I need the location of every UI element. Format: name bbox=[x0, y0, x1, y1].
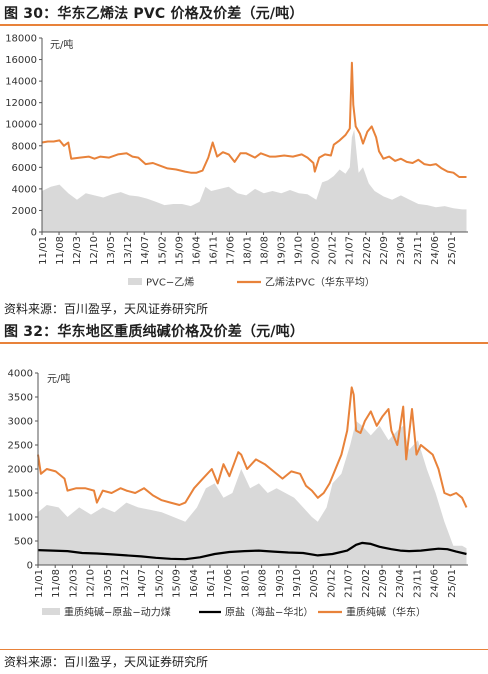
y-tick-label: 6000 bbox=[12, 163, 37, 174]
series-area-0 bbox=[38, 421, 467, 565]
y-tick-label: 4000 bbox=[12, 184, 37, 195]
y-tick-label: 4000 bbox=[8, 369, 33, 380]
x-tick-label: 13/12 bbox=[123, 236, 134, 265]
x-tick-label: 23/04 bbox=[395, 569, 406, 598]
series-line-1 bbox=[41, 61, 467, 178]
x-tick-label: 15/02 bbox=[154, 569, 165, 598]
x-tick-label: 23/04 bbox=[396, 236, 407, 265]
x-tick-label: 16/04 bbox=[189, 569, 200, 598]
x-tick-label: 18/01 bbox=[240, 569, 251, 598]
y-tick-label: 8000 bbox=[12, 141, 37, 152]
unit-label: 元/吨 bbox=[47, 372, 70, 385]
y-tick-label: 3000 bbox=[8, 417, 33, 428]
x-tick-label: 22/02 bbox=[361, 569, 372, 598]
x-tick-label: 19/03 bbox=[277, 236, 288, 265]
figure-1-title: 图 30：华东乙烯法 PVC 价格及价差（元/吨） bbox=[4, 6, 304, 22]
x-tick-label: 14/07 bbox=[137, 569, 148, 598]
legend-label: 乙烯法PVC（华东平均） bbox=[265, 276, 375, 289]
x-tick-label: 23/11 bbox=[412, 569, 423, 598]
x-tick-label: 12/10 bbox=[89, 236, 100, 265]
x-tick-label: 12/10 bbox=[86, 569, 97, 598]
pvc-chart: 0 2000 4000 6000 8000 10000 12000 14000 16000 180… bbox=[5, 34, 468, 289]
y-tick-label: 2000 bbox=[8, 465, 33, 476]
x-tick-label: 11/01 bbox=[38, 236, 49, 265]
figure-2-title: 图 32：华东地区重质纯碱价格及价差（元/吨） bbox=[4, 324, 305, 340]
x-tick-label: 11/01 bbox=[34, 569, 45, 598]
y-tick-label: 2500 bbox=[8, 441, 33, 452]
x-tick-label: 16/11 bbox=[206, 569, 217, 598]
series-line-1 bbox=[37, 541, 467, 561]
x-tick-label: 23/11 bbox=[413, 236, 424, 265]
x-tick-label: 15/09 bbox=[172, 569, 183, 598]
x-tick-label: 18/08 bbox=[258, 569, 269, 598]
legend-label: 重质纯碱（华东） bbox=[346, 606, 426, 619]
x-tick-label: 22/09 bbox=[378, 569, 389, 598]
y-tick-label: 2000 bbox=[12, 206, 37, 217]
x-tick-label: 19/10 bbox=[292, 569, 303, 598]
x-tick-label: 24/06 bbox=[430, 569, 441, 598]
y-tick-label: 3500 bbox=[8, 393, 33, 404]
x-tick-label: 24/06 bbox=[430, 236, 441, 265]
x-tick-label: 20/12 bbox=[328, 236, 339, 265]
x-tick-label: 25/01 bbox=[447, 236, 458, 265]
x-tick-label: 15/09 bbox=[174, 236, 185, 265]
unit-label: 元/吨 bbox=[50, 38, 73, 51]
legend-label: PVC−乙烯 bbox=[146, 276, 194, 289]
x-tick-label: 20/05 bbox=[309, 569, 320, 598]
legend-label: 重质纯碱−原盐−动力煤 bbox=[64, 606, 171, 619]
figure-2-bottom-rule bbox=[0, 649, 488, 650]
x-tick-label: 20/05 bbox=[311, 236, 322, 265]
x-tick-label: 20/12 bbox=[326, 569, 337, 598]
x-tick-label: 19/10 bbox=[294, 236, 305, 265]
legend-swatch bbox=[128, 278, 142, 285]
y-tick-label: 0 bbox=[27, 561, 33, 572]
x-tick-label: 22/02 bbox=[362, 236, 373, 265]
y-tick-label: 12000 bbox=[5, 98, 37, 109]
x-tick-label: 17/06 bbox=[225, 236, 236, 265]
legend-label: 原盐（海盐−华北） bbox=[225, 606, 313, 619]
figure-1-source: 资料来源：百川盈孚，天风证券研究所 bbox=[4, 302, 209, 316]
figure-2-top-rule bbox=[0, 342, 488, 344]
x-tick-label: 12/03 bbox=[68, 569, 79, 598]
y-tick-label: 16000 bbox=[5, 55, 37, 66]
x-tick-label: 15/02 bbox=[157, 236, 168, 265]
y-tick-label: 14000 bbox=[5, 77, 37, 88]
x-tick-label: 16/11 bbox=[208, 236, 219, 265]
x-tick-label: 12/03 bbox=[72, 236, 83, 265]
x-tick-label: 13/12 bbox=[120, 569, 131, 598]
y-tick-label: 10000 bbox=[5, 120, 37, 131]
legend-swatch bbox=[42, 608, 60, 615]
x-tick-label: 25/01 bbox=[447, 569, 458, 598]
x-tick-label: 11/08 bbox=[55, 236, 66, 265]
x-tick-label: 17/06 bbox=[223, 569, 234, 598]
x-tick-label: 18/01 bbox=[242, 236, 253, 265]
series-area-0 bbox=[42, 129, 467, 232]
x-tick-label: 21/07 bbox=[345, 236, 356, 265]
y-tick-label: 500 bbox=[14, 537, 33, 548]
figure-1-top-rule bbox=[0, 24, 488, 26]
x-tick-label: 21/07 bbox=[344, 569, 355, 598]
y-tick-label: 18000 bbox=[5, 34, 37, 45]
x-tick-label: 11/08 bbox=[51, 569, 62, 598]
y-tick-label: 0 bbox=[31, 228, 37, 239]
x-tick-label: 13/05 bbox=[106, 236, 117, 265]
soda-ash-chart: 0 500 1000 1500 2000 2500 3000 3500 4000 11/01 11/… bbox=[8, 369, 468, 619]
x-tick-label: 22/09 bbox=[379, 236, 390, 265]
y-tick-label: 1500 bbox=[8, 489, 33, 500]
x-tick-label: 19/03 bbox=[275, 569, 286, 598]
x-tick-label: 18/08 bbox=[260, 236, 271, 265]
figure-2-source: 资料来源：百川盈孚，天风证券研究所 bbox=[4, 655, 209, 669]
x-tick-label: 14/07 bbox=[140, 236, 151, 265]
series-line-2 bbox=[37, 386, 468, 508]
y-tick-label: 1000 bbox=[8, 513, 33, 524]
x-tick-label: 13/05 bbox=[103, 569, 114, 598]
x-tick-label: 16/04 bbox=[191, 236, 202, 265]
